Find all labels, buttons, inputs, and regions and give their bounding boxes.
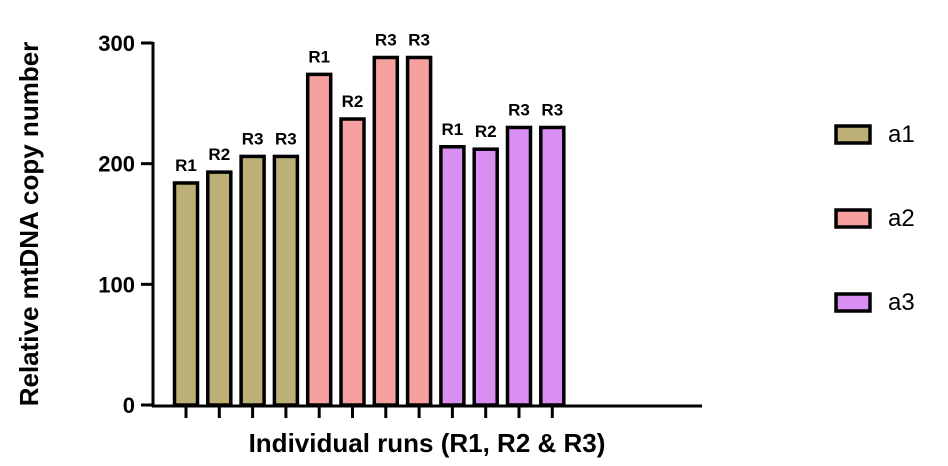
bar: [472, 147, 499, 407]
bar-data-label: R3: [242, 129, 264, 148]
bar-data-label: R2: [208, 145, 230, 164]
bar: [305, 72, 333, 407]
bar-data-label: R1: [175, 156, 197, 175]
bar: [272, 154, 300, 407]
y-axis-title: Relative mtDNA copy number: [14, 42, 44, 407]
bar: [405, 55, 433, 407]
legend-swatch: [834, 292, 872, 313]
y-tick-label: 0: [123, 393, 135, 418]
y-tick-label: 200: [98, 152, 135, 177]
legend-label: a2: [888, 205, 915, 232]
legend-label: a1: [888, 121, 915, 148]
bar-data-label: R2: [342, 92, 364, 111]
bar: [439, 145, 466, 407]
bar-data-label: R3: [508, 100, 530, 119]
bars-group: R1 R2 R3 R3 R1 R2 R3 R3 R1 R2 R3 R3: [172, 30, 566, 407]
bar: [539, 125, 566, 407]
bar: [239, 154, 266, 407]
x-axis-title: Individual runs (R1, R2 & R3): [249, 428, 606, 458]
bar: [339, 117, 366, 407]
bar-data-label: R3: [541, 100, 563, 119]
bar: [372, 55, 400, 407]
y-axis-ticks: 0 100 200 300: [98, 31, 153, 418]
bar-data-label: R3: [275, 129, 297, 148]
bar-data-label: R2: [475, 122, 497, 141]
bar-data-label: R3: [375, 30, 397, 49]
legend-label: a3: [888, 289, 915, 316]
legend-swatch: [834, 208, 872, 229]
bar-data-label: R1: [442, 120, 464, 139]
legend: a1 a2 a3: [834, 121, 915, 316]
bar: [505, 125, 533, 407]
bar: [206, 170, 233, 407]
y-tick-label: 300: [98, 31, 135, 56]
x-axis-ticks: [184, 406, 554, 418]
bar-data-label: R3: [408, 30, 430, 49]
legend-swatch: [834, 124, 872, 145]
bar: [172, 181, 200, 407]
y-tick-label: 100: [98, 272, 135, 297]
bar-data-label: R1: [308, 47, 330, 66]
